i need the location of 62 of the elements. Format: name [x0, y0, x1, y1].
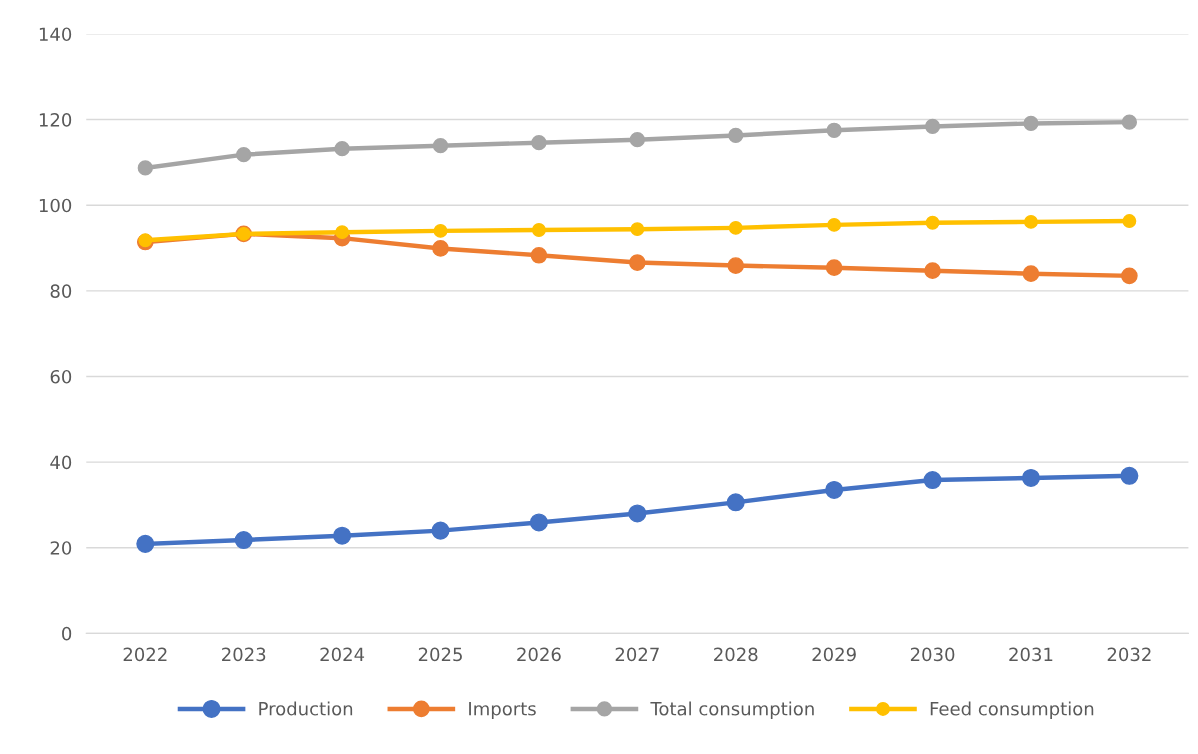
x-tick-label: 2024	[320, 647, 365, 662]
point	[825, 259, 843, 277]
point	[629, 254, 646, 271]
y-tick-label: 40	[50, 455, 72, 470]
point	[924, 262, 941, 280]
y-tick-label: 80	[50, 284, 72, 298]
point	[531, 135, 547, 151]
point	[923, 471, 942, 490]
point	[1024, 214, 1038, 229]
x-tick-label: 2030	[910, 647, 955, 662]
point	[431, 521, 450, 540]
point	[432, 138, 449, 154]
point	[825, 480, 844, 499]
point	[137, 160, 153, 176]
point	[335, 225, 350, 240]
legend-label: Total consumption	[650, 701, 814, 720]
point	[234, 530, 253, 550]
point	[1023, 115, 1039, 132]
point	[629, 132, 645, 148]
legend-label: Imports	[469, 702, 536, 720]
point	[925, 215, 940, 230]
point	[530, 246, 548, 264]
x-tick-label: 2032	[1107, 647, 1151, 662]
x-tick-label: 2025	[418, 647, 462, 662]
point	[1022, 265, 1040, 283]
point	[1121, 114, 1138, 130]
point	[728, 220, 743, 235]
point	[924, 118, 941, 135]
point	[1121, 267, 1138, 285]
point	[236, 147, 252, 163]
legend-label: Production	[259, 701, 353, 716]
legend-label: Feed consumption	[930, 701, 1094, 720]
point	[1021, 468, 1040, 487]
y-tick-label: 20	[50, 541, 72, 555]
point	[1120, 466, 1139, 485]
point	[826, 122, 842, 138]
point	[827, 217, 842, 232]
point	[728, 127, 744, 144]
point	[726, 493, 745, 512]
point	[529, 513, 548, 532]
point	[334, 141, 350, 157]
x-tick-label: 2031	[1009, 647, 1053, 662]
y-tick-label: 0	[62, 626, 72, 641]
point	[531, 223, 546, 237]
y-tick-label: 140	[39, 27, 72, 42]
x-tick-label: 2029	[812, 647, 856, 662]
x-tick-label: 2027	[615, 647, 659, 662]
point	[333, 526, 352, 545]
y-tick-label: 100	[39, 198, 72, 213]
point	[1122, 214, 1137, 228]
x-tick-label: 2028	[714, 647, 758, 662]
x-tick-label: 2023	[222, 647, 266, 662]
point	[136, 534, 155, 553]
point	[628, 504, 647, 523]
point	[630, 222, 645, 237]
y-tick-label: 60	[50, 369, 72, 384]
point	[432, 240, 449, 257]
x-tick-label: 2022	[123, 647, 167, 662]
x-tick-label: 2026	[517, 647, 561, 662]
point	[727, 257, 745, 274]
y-tick-label: 120	[39, 113, 72, 127]
point	[433, 223, 448, 238]
